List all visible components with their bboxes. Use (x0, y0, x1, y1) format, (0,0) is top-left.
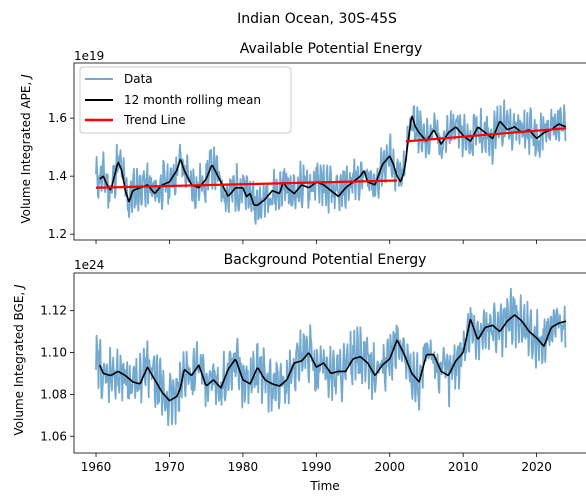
ape-trend-line (96, 179, 398, 189)
ape-plot-area (95, 99, 567, 225)
bge-xtick-label: 2020 (521, 460, 552, 474)
bge-axes-frame (73, 272, 586, 454)
ape-ytick-label: 1.6 (48, 111, 67, 125)
ape-title: Available Potential Energy (240, 41, 423, 57)
legend-frame (79, 66, 292, 134)
bge-xlabel: Time (309, 479, 339, 493)
bge-ytick-label: 1.10 (40, 346, 67, 360)
bge-title: Background Potential Energy (224, 252, 427, 268)
bge-ylabel-text: Volume Integrated BGE, (12, 288, 26, 436)
bge-xtick-label: 2010 (448, 460, 479, 474)
bge-ytick-label: 1.06 (40, 429, 67, 443)
ape-ylabel: Volume Integrated APE, J (19, 74, 33, 224)
bge-xtick-label: 1980 (228, 460, 259, 474)
ape-offset-label: 1e19 (74, 49, 104, 63)
bge-xtick-label: 1970 (154, 460, 185, 474)
suptitle: Indian Ocean, 30S-45S (237, 11, 397, 27)
bge-xtick-label: 1960 (81, 460, 112, 474)
bge-ytick-label: 1.08 (40, 387, 67, 401)
bge-ylabel-italic: J (12, 284, 26, 290)
ape-panel: Available Potential Energy 1e19 Volume I… (19, 41, 586, 244)
ape-ytick-label: 1.4 (48, 169, 67, 183)
ape-ylabel-text: Volume Integrated APE, (19, 78, 33, 224)
ape-ylabel-italic: J (19, 74, 33, 80)
bge-plot-area (95, 287, 567, 427)
bge-ylabel: Volume Integrated BGE, J (12, 284, 26, 436)
legend-trend-label: Trend Line (123, 113, 186, 127)
bge-panel: Background Potential Energy 1e24 Volume … (12, 252, 586, 493)
ape-ytick-label: 1.2 (48, 227, 67, 241)
bge-rolling-mean-line (98, 314, 567, 402)
ape-data-line (95, 99, 567, 225)
ape-ticks: 1.2 1.4 1.6 (48, 111, 537, 244)
legend-rolling-label: 12 month rolling mean (124, 93, 261, 107)
bge-ytick-label: 1.12 (40, 304, 67, 318)
ape-axes-frame (73, 62, 586, 241)
ape-trend-line (405, 127, 567, 143)
bge-xtick-label: 2000 (374, 460, 405, 474)
bge-offset-label: 1e24 (74, 258, 104, 272)
legend-data-label: Data (124, 72, 153, 86)
bge-ticks: 1960 1970 1980 1990 2000 2010 2020 1.06 1.08 1.10… (40, 304, 552, 474)
bge-data-line (95, 287, 567, 427)
bge-xtick-label: 1990 (301, 460, 332, 474)
ape-legend: Data 12 month rolling mean Trend Line (79, 66, 292, 134)
